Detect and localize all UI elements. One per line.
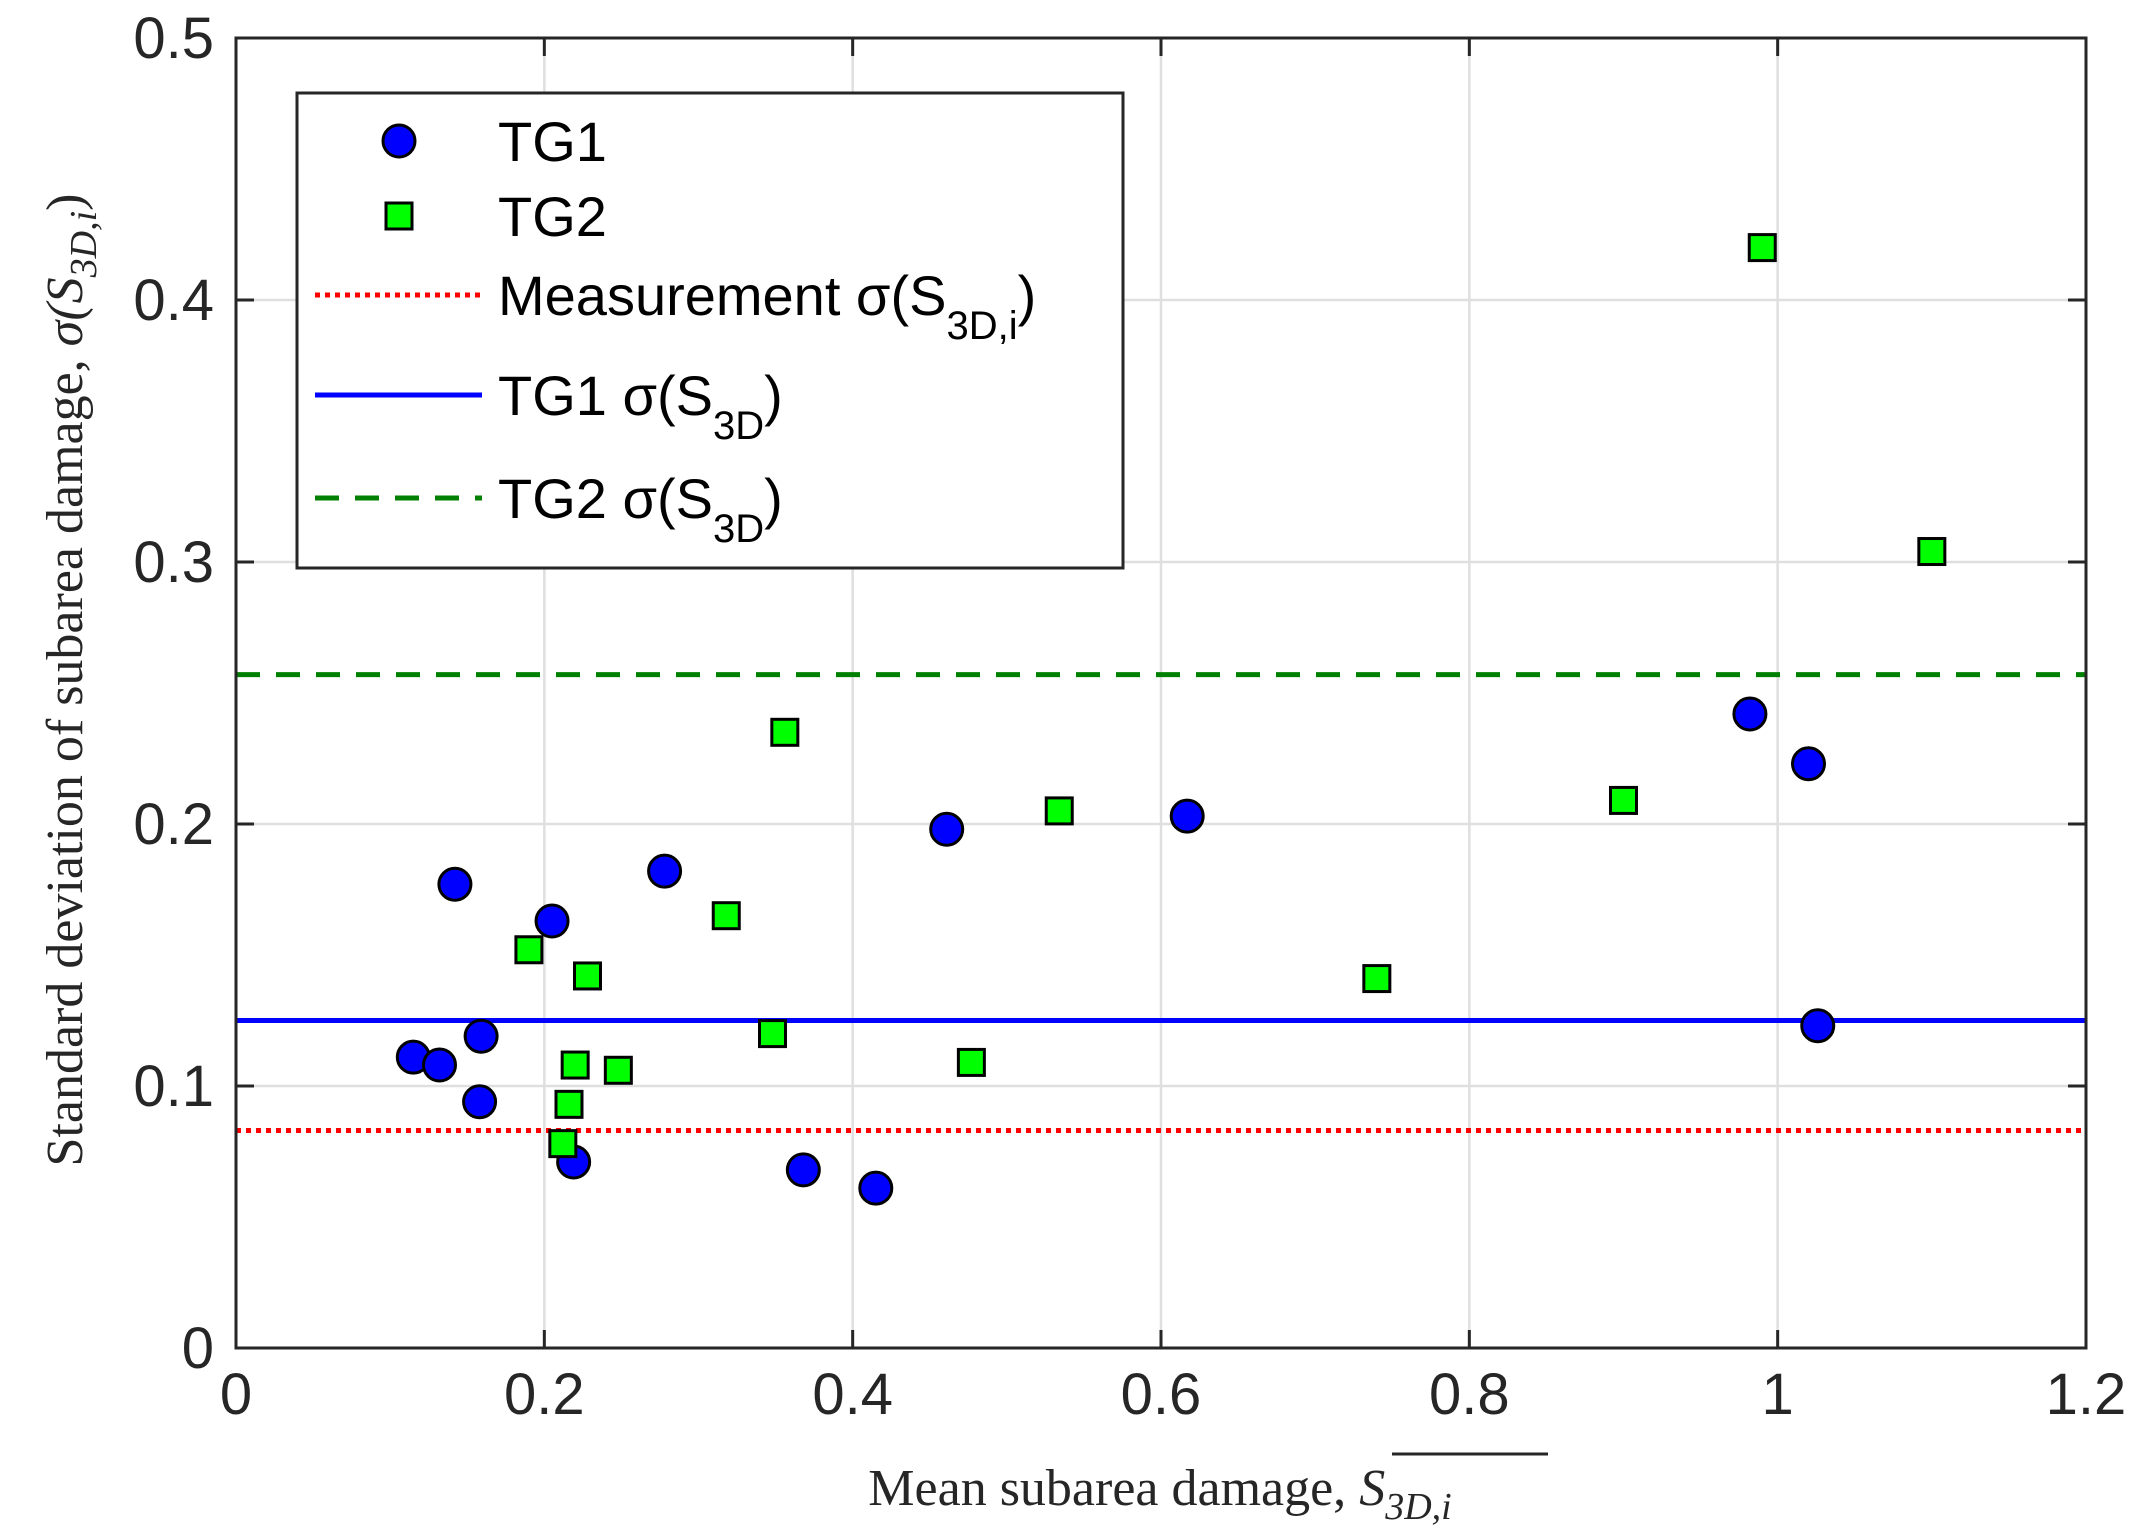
tg2-point xyxy=(1609,785,1638,815)
tg1-point xyxy=(785,1152,821,1188)
x-tick-label: 0.8 xyxy=(1429,1362,1510,1427)
tg2-point xyxy=(956,1047,986,1077)
y-tick-label: 0.5 xyxy=(133,6,214,71)
legend-label: TG1 σ(S3D) xyxy=(498,364,783,448)
tg2-point xyxy=(603,1055,633,1085)
tg1-point xyxy=(647,853,683,889)
legend-label: TG1 xyxy=(498,110,607,173)
legend-box xyxy=(295,91,1125,570)
y-tick-label: 0 xyxy=(182,1316,214,1381)
x-tick-label: 0.6 xyxy=(1121,1362,1202,1427)
data-markers xyxy=(395,233,1947,1206)
tg2-point xyxy=(560,1050,590,1080)
tg1-point xyxy=(463,1018,499,1054)
x-tick-label: 1 xyxy=(1762,1362,1794,1427)
tg1-point xyxy=(1800,1008,1836,1044)
x-tick-label: 0 xyxy=(220,1362,252,1427)
y-axis-label: Standard deviation of subarea damage, σ(… xyxy=(37,194,105,1167)
tg2-point xyxy=(711,901,741,931)
legend-label: TG2 σ(S3D) xyxy=(498,467,783,551)
axis-ticks: 0 0.2 0.4 0.6 0.8 1 1.2 0 0.1 0.2 0.3 0.4 0.5 xyxy=(133,6,2126,1427)
x-tick-label: 0.4 xyxy=(812,1362,893,1427)
tg1-point xyxy=(534,903,570,939)
tg2-point xyxy=(1747,233,1777,263)
legend-label: Measurement σ(S3D,i) xyxy=(498,264,1036,348)
tg2-point xyxy=(1362,964,1392,994)
y-tick-label: 0.1 xyxy=(133,1054,214,1119)
x-tick-label: 0.2 xyxy=(504,1362,585,1427)
tg1-point xyxy=(422,1047,457,1083)
tg2-point xyxy=(554,1089,584,1119)
tg1-point xyxy=(1169,798,1205,834)
tg2-point xyxy=(514,935,544,965)
legend-symbol xyxy=(381,123,417,159)
y-tick-label: 0.4 xyxy=(133,268,214,333)
tg2-point xyxy=(1917,537,1947,567)
tg1-point xyxy=(929,811,965,847)
tg2-point xyxy=(573,961,602,991)
tg1-point xyxy=(1791,746,1826,782)
tg1-point xyxy=(462,1084,498,1120)
legend: TG1 TG2 Measurement σ(S3D,i) TG1 σ(S3D) TG2 … xyxy=(295,91,1125,570)
x-tick-label: 1.2 xyxy=(2046,1362,2127,1427)
legend-symbol xyxy=(384,201,414,231)
y-tick-label: 0.3 xyxy=(133,530,214,595)
tg2-point xyxy=(770,717,800,747)
x-axis-label: Mean subarea damage, S3D,i xyxy=(868,1460,1451,1528)
tg2-point xyxy=(1044,796,1074,826)
tg2-point xyxy=(548,1129,578,1159)
tg1-point xyxy=(858,1170,894,1206)
tg1-point xyxy=(437,866,473,902)
tg2-point xyxy=(758,1019,787,1049)
reference-lines xyxy=(236,672,2086,1134)
tg1-point xyxy=(1732,696,1768,732)
legend-label: TG2 xyxy=(498,185,607,248)
y-tick-label: 0.2 xyxy=(133,792,214,857)
